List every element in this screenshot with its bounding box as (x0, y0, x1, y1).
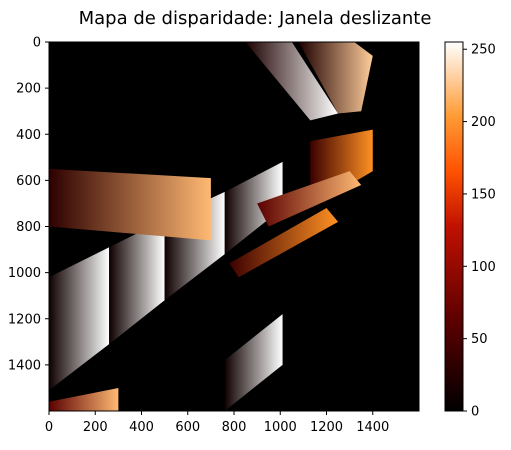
plot-area (49, 42, 419, 411)
colorbar-tick-label: 50 (471, 332, 488, 347)
y-tick-label: 400 (16, 128, 41, 143)
heatmap-region-lower-band (224, 314, 283, 411)
colorbar-tick-label: 200 (471, 115, 496, 130)
colorbar-tick-label: 250 (471, 43, 496, 58)
x-tick-label: 400 (129, 420, 154, 435)
heatmap-region-upper-band-1 (245, 42, 339, 121)
heatmap-region-left-band (49, 247, 110, 391)
x-tick-label: 600 (175, 420, 200, 435)
x-tick-label: 0 (45, 420, 53, 435)
heatmap-region-mid-band-3 (224, 161, 283, 255)
x-tick-label: 200 (83, 420, 108, 435)
colorbar-tick-label: 0 (471, 405, 479, 420)
heatmap-region-diag-2 (229, 208, 339, 278)
heatmap-region-diag-1 (257, 171, 362, 227)
chart-title: Mapa de disparidade: Janela deslizante (79, 8, 432, 29)
y-tick-label: 600 (16, 174, 41, 189)
x-tick-label: 1000 (264, 420, 297, 435)
colorbar-tick-label: 100 (471, 260, 496, 275)
heatmap-region-upper-band-2 (298, 42, 373, 114)
y-axis: 0 200 400 600 800 1000 1200 1400 (8, 36, 49, 373)
x-tick-label: 1200 (310, 420, 343, 435)
colorbar (444, 41, 464, 412)
x-axis: 0 200 400 600 800 1000 1200 1400 (45, 411, 389, 435)
y-tick-label: 1200 (8, 312, 41, 327)
heatmap-regions (49, 42, 373, 411)
y-tick-label: 1400 (8, 358, 41, 373)
x-tick-label: 800 (222, 420, 247, 435)
y-tick-label: 200 (16, 82, 41, 97)
y-tick-label: 0 (33, 36, 41, 51)
heatmap-region-bottom-strip (49, 387, 119, 411)
heatmap-region-noise-left (49, 168, 211, 241)
x-tick-label: 1400 (356, 420, 389, 435)
y-tick-label: 800 (16, 220, 41, 235)
heatmap-region-mid-band-1 (109, 219, 165, 345)
y-tick-label: 1000 (8, 266, 41, 281)
colorbar-tick-label: 150 (471, 187, 496, 202)
colorbar-axis: 0 50 100 150 200 250 (463, 43, 496, 420)
